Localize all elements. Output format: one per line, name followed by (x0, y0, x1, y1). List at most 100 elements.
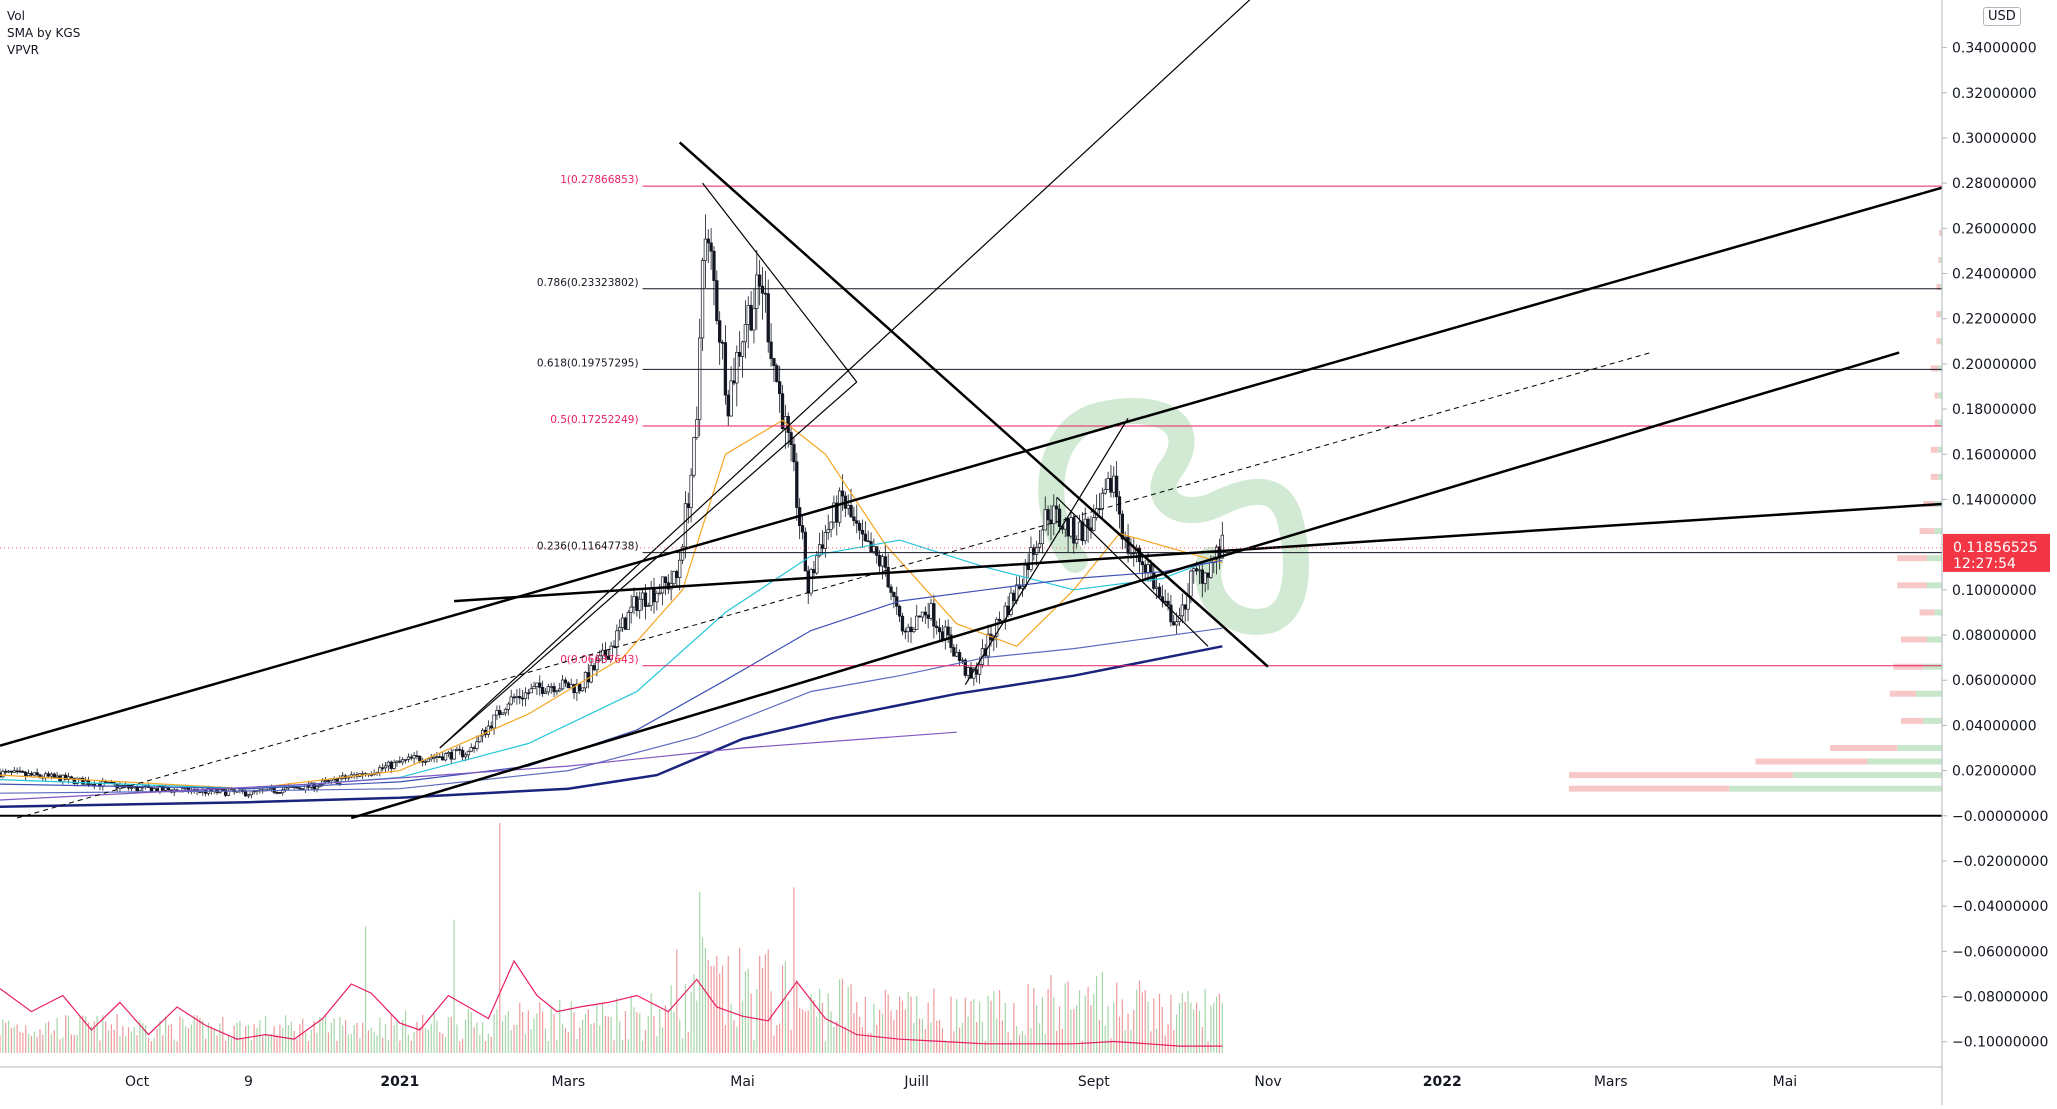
candle-body (1069, 517, 1073, 537)
candle-body (1083, 518, 1087, 542)
volume-bar (856, 1002, 858, 1053)
x-tick-label: Nov (1254, 1074, 1281, 1090)
candle-body (526, 692, 530, 695)
volume-bar (1013, 1003, 1015, 1053)
x-tick-label: Oct (125, 1074, 150, 1090)
candle-body (472, 747, 476, 749)
candle-body (883, 556, 887, 568)
candle-body (646, 605, 650, 607)
candle-body (520, 697, 525, 700)
candle-body (795, 461, 799, 508)
volume-bar (462, 1038, 464, 1053)
legend-vpvr[interactable]: VPVR (7, 43, 39, 57)
candle-body (478, 735, 482, 743)
trendline (678, 141, 1269, 668)
candle-body (15, 770, 19, 773)
candle-body (683, 503, 688, 548)
volume-profile-bar-down (1919, 528, 1935, 535)
candle-body (46, 773, 51, 777)
legend-sma[interactable]: SMA by KGS (7, 26, 81, 40)
volume-bar (447, 1017, 449, 1053)
candle-body (489, 725, 493, 729)
candle-body (857, 522, 862, 531)
volume-bar (322, 1017, 324, 1053)
volume-bar (719, 973, 721, 1053)
x-tick-label: 2021 (380, 1074, 419, 1090)
volume-bar (933, 988, 935, 1053)
volume-bar (230, 1038, 232, 1053)
volume-profile-bar-up (1940, 256, 1942, 263)
y-tick-label: 0.10000000 (1952, 583, 2037, 599)
volume-bar (1210, 1005, 1212, 1053)
volume-bar (564, 1028, 567, 1053)
candle-body (415, 755, 419, 758)
candle-body (877, 555, 882, 567)
candle-body (698, 337, 702, 420)
volume-bar (1198, 1010, 1201, 1053)
candle-body (1075, 539, 1079, 544)
volume-bar (1173, 1030, 1175, 1053)
volume-bar (1107, 1005, 1109, 1053)
volume-bar (576, 1038, 578, 1053)
candle-body (441, 756, 445, 761)
candle-body (840, 490, 845, 497)
trendline (454, 502, 1943, 603)
candle-body (720, 341, 725, 344)
volume-bar (1021, 1030, 1024, 1053)
volume-bar (947, 1041, 949, 1053)
candle-body (623, 617, 628, 630)
candle-body (672, 570, 676, 585)
candle-body (903, 630, 907, 633)
volume-bar (559, 999, 561, 1053)
volume-bar (459, 1041, 461, 1053)
volume-bar (39, 1029, 41, 1053)
volume-bar (533, 1018, 535, 1053)
volume-bar (644, 1030, 647, 1053)
currency-button[interactable]: USD (1983, 7, 2021, 26)
volume-bar (439, 1032, 441, 1053)
volume-bar (433, 1011, 435, 1053)
volume-bar (239, 1020, 241, 1053)
candle-body (4, 770, 8, 773)
volume-bar (664, 1005, 667, 1053)
volume-bar (330, 1022, 332, 1053)
volume-profile-bar-up (1940, 229, 1942, 236)
candle-body (1012, 592, 1016, 602)
volume-bar (973, 999, 975, 1053)
volume-profile-bar-down (1897, 555, 1928, 562)
candle-body (1163, 600, 1167, 603)
volume-bar (510, 1030, 512, 1053)
volume-bar (522, 1011, 524, 1053)
volume-bar (293, 1030, 295, 1053)
volume-bar (185, 1026, 187, 1053)
candle-body (615, 630, 619, 648)
volume-bar (473, 1027, 475, 1053)
volume-bar (696, 1000, 698, 1053)
candle-body (952, 647, 956, 657)
legend-volume[interactable]: Vol (7, 9, 25, 23)
candle-body (640, 592, 645, 600)
candle-body (595, 660, 599, 671)
volume-bar (410, 1040, 412, 1053)
candle-body (580, 687, 585, 692)
volume-bar (359, 1038, 361, 1053)
candle-body (849, 505, 853, 518)
volume-bar (282, 1027, 284, 1053)
volume-bar (907, 992, 909, 1053)
volume-bar (1041, 996, 1043, 1053)
volume-bar (25, 1025, 27, 1053)
candle-body (512, 696, 516, 699)
volume-bar (413, 1031, 415, 1053)
volume-bar (376, 1035, 378, 1053)
volume-bar (861, 1027, 864, 1053)
candle-body (452, 749, 456, 760)
volume-bar (1121, 999, 1123, 1053)
volume-bar (422, 1014, 424, 1053)
moving-average-line (0, 731, 957, 801)
x-tick-label: 9 (244, 1074, 253, 1090)
volume-bar (616, 998, 618, 1053)
candle-body (955, 652, 959, 657)
volume-bar (630, 997, 632, 1053)
